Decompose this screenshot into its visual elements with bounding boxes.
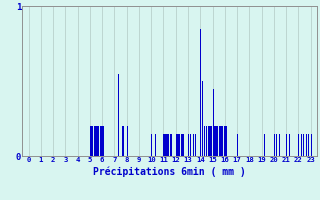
Bar (183, 134, 184, 156)
Bar (237, 134, 238, 156)
Bar (214, 126, 215, 156)
Bar (176, 134, 177, 156)
Bar (301, 134, 302, 156)
Bar (102, 126, 103, 156)
Bar (92, 126, 93, 156)
Bar (204, 126, 205, 156)
Bar (97, 126, 98, 156)
Bar (193, 134, 194, 156)
Bar (200, 28, 201, 156)
Bar (103, 126, 104, 156)
Bar (303, 134, 304, 156)
Bar (208, 126, 209, 156)
Bar (311, 134, 312, 156)
Bar (209, 126, 210, 156)
Bar (195, 134, 196, 156)
Bar (166, 134, 167, 156)
Bar (99, 126, 100, 156)
Bar (93, 126, 95, 156)
Bar (210, 126, 211, 156)
Bar (218, 126, 219, 156)
Bar (167, 134, 168, 156)
Bar (122, 126, 123, 156)
Bar (168, 134, 169, 156)
Bar (279, 134, 280, 156)
Bar (299, 134, 300, 156)
Bar (226, 126, 227, 156)
Bar (101, 126, 102, 156)
X-axis label: Précipitations 6min ( mm ): Précipitations 6min ( mm ) (93, 166, 246, 177)
Bar (264, 134, 265, 156)
Bar (91, 126, 92, 156)
Bar (181, 134, 182, 156)
Bar (202, 81, 203, 156)
Bar (308, 134, 309, 156)
Bar (96, 126, 97, 156)
Bar (170, 134, 171, 156)
Bar (306, 134, 307, 156)
Bar (90, 126, 91, 156)
Bar (215, 126, 216, 156)
Bar (118, 73, 119, 156)
Bar (151, 134, 152, 156)
Bar (188, 134, 189, 156)
Bar (222, 126, 223, 156)
Bar (276, 134, 277, 156)
Bar (95, 126, 96, 156)
Bar (165, 134, 166, 156)
Bar (155, 134, 156, 156)
Bar (216, 126, 217, 156)
Bar (274, 134, 275, 156)
Bar (190, 134, 191, 156)
Bar (212, 88, 213, 156)
Bar (127, 126, 128, 156)
Bar (221, 126, 222, 156)
Bar (206, 126, 207, 156)
Bar (171, 134, 172, 156)
Bar (286, 134, 287, 156)
Bar (123, 126, 124, 156)
Bar (100, 126, 101, 156)
Bar (211, 126, 212, 156)
Bar (289, 134, 290, 156)
Bar (177, 134, 178, 156)
Bar (225, 126, 226, 156)
Bar (178, 134, 179, 156)
Bar (219, 126, 220, 156)
Bar (182, 134, 183, 156)
Bar (220, 126, 221, 156)
Bar (224, 126, 225, 156)
